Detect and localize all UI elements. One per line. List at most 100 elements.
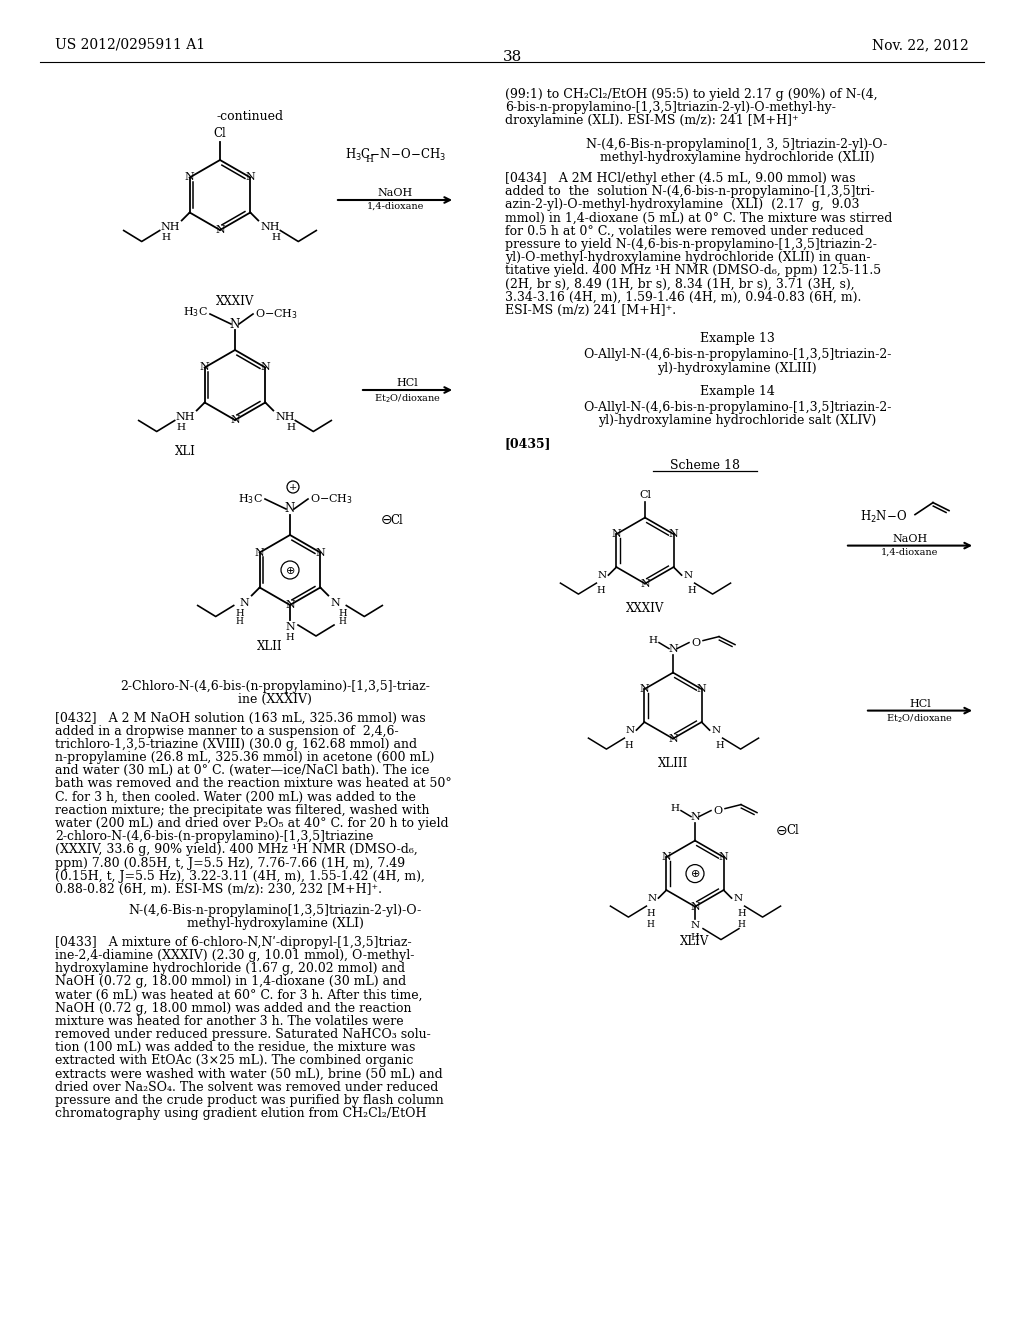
Text: N: N	[733, 894, 742, 903]
Text: O-Allyl-N-(4,6-bis-n-propylamino-[1,3,5]triazin-2-: O-Allyl-N-(4,6-bis-n-propylamino-[1,3,5]…	[583, 348, 891, 362]
Text: N: N	[246, 173, 255, 182]
Text: Cl: Cl	[786, 824, 799, 837]
Text: XXXIV: XXXIV	[216, 294, 254, 308]
Text: for 0.5 h at 0° C., volatiles were removed under reduced: for 0.5 h at 0° C., volatiles were remov…	[505, 224, 864, 238]
Text: (2H, br s), 8.49 (1H, br s), 8.34 (1H, br s), 3.71 (3H, s),: (2H, br s), 8.49 (1H, br s), 8.34 (1H, b…	[505, 277, 855, 290]
Text: water (200 mL) and dried over P₂O₅ at 40° C. for 20 h to yield: water (200 mL) and dried over P₂O₅ at 40…	[55, 817, 449, 830]
Text: H: H	[287, 424, 296, 433]
Text: $\oplus$: $\oplus$	[285, 565, 295, 576]
Text: N: N	[230, 414, 240, 425]
Text: H: H	[646, 909, 654, 919]
Text: N: N	[260, 363, 270, 372]
Text: O$-$CH$_3$: O$-$CH$_3$	[310, 492, 353, 506]
Text: N-(4,6-Bis-n-propylamino[1, 3, 5]triazin-2-yl)-O-: N-(4,6-Bis-n-propylamino[1, 3, 5]triazin…	[587, 137, 888, 150]
Text: XLIII: XLIII	[657, 756, 688, 770]
Text: N: N	[719, 853, 728, 862]
Text: XXXIV: XXXIV	[626, 602, 665, 615]
Text: H: H	[271, 234, 281, 243]
Text: Scheme 18: Scheme 18	[670, 458, 740, 471]
Text: [0433]   A mixture of 6-chloro-N,Nʹ-dipropyl-[1,3,5]triaz-: [0433] A mixture of 6-chloro-N,Nʹ-diprop…	[55, 936, 412, 949]
Text: [0432]   A 2 M NaOH solution (163 mL, 325.36 mmol) was: [0432] A 2 M NaOH solution (163 mL, 325.…	[55, 711, 426, 725]
Text: pressure to yield N-(4,6-bis-n-propylamino-[1,3,5]triazin-2-: pressure to yield N-(4,6-bis-n-propylami…	[505, 238, 877, 251]
Text: H: H	[596, 586, 605, 595]
Text: H: H	[286, 634, 294, 642]
Text: Nov. 22, 2012: Nov. 22, 2012	[872, 38, 969, 51]
Text: N: N	[315, 548, 326, 557]
Text: N: N	[597, 570, 606, 579]
Text: NaOH: NaOH	[892, 533, 928, 544]
Text: extracts were washed with water (50 mL), brine (50 mL) and: extracts were washed with water (50 mL),…	[55, 1068, 442, 1081]
Text: methyl-hydroxylamine (XLI): methyl-hydroxylamine (XLI)	[186, 917, 364, 931]
Text: added to  the  solution N-(4,6-bis-n-propylamino-[1,3,5]tri-: added to the solution N-(4,6-bis-n-propy…	[505, 185, 874, 198]
Text: ine-2,4-diamine (XXXIV) (2.30 g, 10.01 mmol), O-methyl-: ine-2,4-diamine (XXXIV) (2.30 g, 10.01 m…	[55, 949, 415, 962]
Text: 2-Chloro-N-(4,6-bis-(n-propylamino)-[1,3,5]-triaz-: 2-Chloro-N-(4,6-bis-(n-propylamino)-[1,3…	[120, 680, 430, 693]
Text: HCl: HCl	[909, 698, 931, 709]
Text: N: N	[184, 173, 195, 182]
Text: N: N	[229, 318, 240, 330]
Text: mmol) in 1,4-dioxane (5 mL) at 0° C. The mixture was stirred: mmol) in 1,4-dioxane (5 mL) at 0° C. The…	[505, 211, 892, 224]
Text: 38: 38	[503, 50, 521, 63]
Text: yl)-hydroxylamine (XLIII): yl)-hydroxylamine (XLIII)	[657, 362, 817, 375]
Text: N: N	[640, 684, 649, 694]
Text: N: N	[662, 853, 672, 862]
Text: methyl-hydroxylamine hydrochloride (XLII): methyl-hydroxylamine hydrochloride (XLII…	[600, 150, 874, 164]
Text: N: N	[684, 570, 692, 579]
Text: dried over Na₂SO₄. The solvent was removed under reduced: dried over Na₂SO₄. The solvent was remov…	[55, 1081, 438, 1094]
Text: (XXXIV, 33.6 g, 90% yield). 400 MHz ¹H NMR (DMSO-d₆,: (XXXIV, 33.6 g, 90% yield). 400 MHz ¹H N…	[55, 843, 418, 857]
Text: N: N	[669, 529, 679, 539]
Text: ESI-MS (m/z) 241 [M+H]⁺.: ESI-MS (m/z) 241 [M+H]⁺.	[505, 304, 676, 317]
Text: H$_3$C: H$_3$C	[183, 305, 208, 319]
Text: 1,4-dioxane: 1,4-dioxane	[882, 548, 939, 557]
Text: [0434]   A 2M HCl/ethyl ether (4.5 mL, 9.00 mmol) was: [0434] A 2M HCl/ethyl ether (4.5 mL, 9.0…	[505, 172, 855, 185]
Text: N: N	[331, 598, 340, 607]
Text: XLIV: XLIV	[680, 935, 710, 948]
Text: Cl: Cl	[390, 513, 402, 527]
Text: 1,4-dioxane: 1,4-dioxane	[367, 202, 424, 211]
Text: tion (100 mL) was added to the residue, the mixture was: tion (100 mL) was added to the residue, …	[55, 1041, 416, 1055]
Text: Cl: Cl	[639, 490, 651, 499]
Text: H: H	[338, 618, 346, 627]
Text: +: +	[289, 483, 297, 491]
Text: NaOH: NaOH	[378, 187, 413, 198]
Text: N: N	[668, 734, 678, 743]
Text: and water (30 mL) at 0° C. (water—ice/NaCl bath). The ice: and water (30 mL) at 0° C. (water—ice/Na…	[55, 764, 429, 777]
Text: -continued: -continued	[216, 110, 284, 123]
Text: water (6 mL) was heated at 60° C. for 3 h. After this time,: water (6 mL) was heated at 60° C. for 3 …	[55, 989, 423, 1002]
Text: N: N	[285, 601, 295, 610]
Text: droxylamine (XLI). ESI-MS (m/z): 241 [M+H]⁺: droxylamine (XLI). ESI-MS (m/z): 241 [M+…	[505, 115, 799, 128]
Text: hydroxylamine hydrochloride (1.67 g, 20.02 mmol) and: hydroxylamine hydrochloride (1.67 g, 20.…	[55, 962, 406, 975]
Text: bath was removed and the reaction mixture was heated at 50°: bath was removed and the reaction mixtur…	[55, 777, 452, 791]
Text: H: H	[648, 636, 657, 645]
Text: HCl: HCl	[396, 378, 419, 388]
Text: added in a dropwise manner to a suspension of  2,4,6-: added in a dropwise manner to a suspensi…	[55, 725, 398, 738]
Text: n-propylamine (26.8 mL, 325.36 mmol) in acetone (600 mL): n-propylamine (26.8 mL, 325.36 mmol) in …	[55, 751, 434, 764]
Text: N: N	[690, 920, 699, 929]
Text: N-(4,6-Bis-n-propylamino[1,3,5]triazin-2-yl)-O-: N-(4,6-Bis-n-propylamino[1,3,5]triazin-2…	[128, 904, 422, 917]
Text: H: H	[624, 741, 633, 750]
Text: N: N	[690, 902, 699, 912]
Text: H: H	[236, 618, 244, 627]
Text: O$-$CH$_3$: O$-$CH$_3$	[255, 308, 298, 321]
Text: N: N	[626, 726, 635, 735]
Text: NH: NH	[160, 223, 179, 232]
Text: XLI: XLI	[174, 445, 196, 458]
Text: (0.15H, t, J=5.5 Hz), 3.22-3.11 (4H, m), 1.55-1.42 (4H, m),: (0.15H, t, J=5.5 Hz), 3.22-3.11 (4H, m),…	[55, 870, 425, 883]
Text: $\ominus$: $\ominus$	[380, 513, 392, 527]
Text: reaction mixture; the precipitate was filtered, washed with: reaction mixture; the precipitate was fi…	[55, 804, 429, 817]
Text: Et$_2$O/dioxane: Et$_2$O/dioxane	[374, 392, 441, 405]
Text: N: N	[690, 812, 699, 821]
Text: H: H	[176, 424, 185, 433]
Text: H$_2$N$-$O: H$_2$N$-$O	[860, 508, 907, 524]
Text: ine (XXXIV): ine (XXXIV)	[238, 693, 312, 706]
Text: mixture was heated for another 3 h. The volatiles were: mixture was heated for another 3 h. The …	[55, 1015, 403, 1028]
Text: $\oplus$: $\oplus$	[690, 869, 700, 879]
Text: Cl: Cl	[214, 127, 226, 140]
Text: N: N	[712, 726, 721, 735]
Text: trichloro-1,3,5-triazine (XVIII) (30.0 g, 162.68 mmol) and: trichloro-1,3,5-triazine (XVIII) (30.0 g…	[55, 738, 417, 751]
Text: Example 13: Example 13	[699, 333, 774, 346]
Text: H: H	[737, 909, 745, 919]
Text: NaOH (0.72 g, 18.00 mmol) was added and the reaction: NaOH (0.72 g, 18.00 mmol) was added and …	[55, 1002, 412, 1015]
Text: (99:1) to CH₂Cl₂/EtOH (95:5) to yield 2.17 g (90%) of N-(4,: (99:1) to CH₂Cl₂/EtOH (95:5) to yield 2.…	[505, 88, 878, 102]
Text: extracted with EtOAc (3×25 mL). The combined organic: extracted with EtOAc (3×25 mL). The comb…	[55, 1055, 414, 1068]
Text: XLII: XLII	[257, 640, 283, 653]
